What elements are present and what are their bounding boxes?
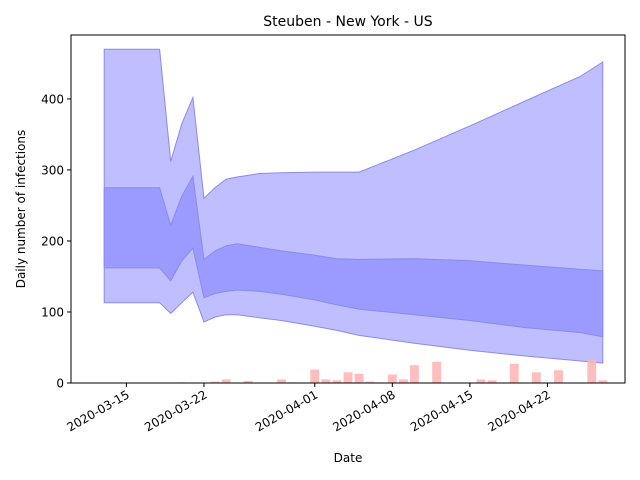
y-tick-label: 200 [41, 234, 64, 248]
y-axis: 0 100 200 300 400 [41, 92, 71, 391]
daily-infections-bar [387, 374, 397, 383]
daily-infections-bar [598, 380, 608, 383]
daily-infections-bar [310, 369, 320, 383]
daily-infections-bar [243, 380, 253, 383]
daily-infections-bar [410, 365, 419, 383]
daily-infections-bar [210, 381, 220, 383]
y-axis-label: Daily number of infections [14, 130, 28, 289]
daily-infections-bar [554, 370, 563, 383]
daily-infections-bar [221, 379, 231, 383]
daily-infections-bar [476, 379, 486, 383]
daily-infections-bar [487, 380, 497, 383]
x-axis-label: Date [334, 451, 363, 465]
daily-infections-bar [332, 380, 342, 383]
inner-uncertainty-band [103, 174, 604, 338]
bars [177, 359, 608, 383]
daily-infections-bar [343, 372, 353, 383]
daily-infections-bar [531, 372, 541, 383]
daily-infections-bar [399, 379, 408, 383]
y-tick-label: 0 [56, 377, 64, 391]
chart-title: Steuben - New York - US [263, 14, 432, 30]
daily-infections-bar [509, 363, 519, 383]
y-tick-label: 300 [41, 163, 64, 177]
daily-infections-bar [587, 359, 597, 383]
plot-frame [70, 34, 626, 384]
plot-area [103, 48, 604, 364]
y-tick-label: 100 [41, 305, 64, 319]
y-tick-label: 400 [41, 92, 64, 106]
daily-infections-bar [321, 379, 331, 383]
daily-infections-bar [365, 381, 375, 383]
daily-infections-bar [354, 373, 364, 383]
daily-infections-bar [432, 361, 442, 383]
daily-infections-bar [277, 379, 286, 383]
